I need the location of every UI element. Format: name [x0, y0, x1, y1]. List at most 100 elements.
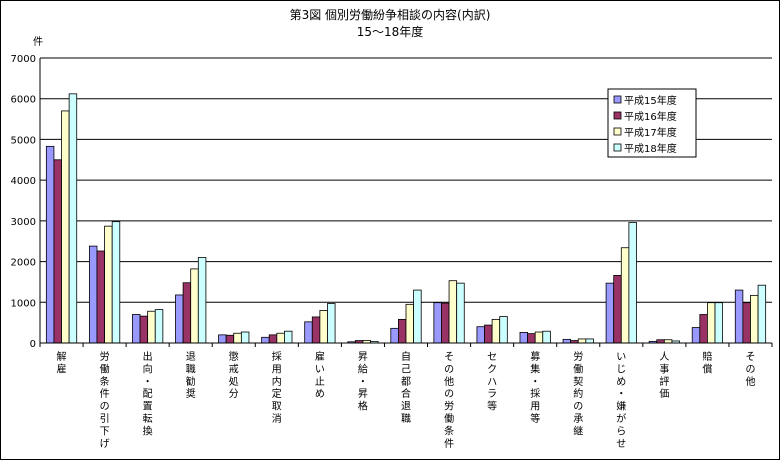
bar	[68, 93, 78, 344]
bar	[104, 225, 113, 344]
x-tick-label: 解雇	[57, 350, 67, 375]
legend-label: 平成17年度	[624, 126, 677, 139]
bar	[240, 331, 250, 344]
bar	[691, 327, 701, 344]
axes-group	[39, 58, 773, 347]
x-tick-label: いじめ・嫌がらせ	[616, 352, 626, 450]
bar	[261, 336, 270, 344]
bar	[304, 321, 313, 344]
y-tick-labels: 0 1000 2000 3000 4000 5000 6000 7000	[11, 54, 36, 350]
bar	[605, 282, 615, 344]
bar	[45, 145, 55, 344]
x-tick-label: 雇い止め	[315, 350, 325, 400]
bar	[175, 294, 184, 344]
legend-label: 平成16年度	[624, 110, 677, 123]
bar	[491, 318, 501, 344]
bar	[534, 331, 544, 344]
bar	[577, 338, 587, 344]
bar	[542, 330, 551, 344]
bar	[390, 327, 399, 344]
bar	[397, 318, 407, 344]
x-tick-label: 賠償	[702, 350, 712, 375]
chart-subtitle: 15～18年度	[357, 24, 424, 39]
y-tick-label: 5000	[11, 135, 36, 146]
bar	[88, 245, 98, 344]
bar	[111, 221, 121, 344]
bar	[233, 332, 242, 344]
bar	[484, 324, 493, 344]
bar	[448, 280, 458, 344]
bar	[197, 257, 207, 344]
legend-box	[607, 88, 697, 158]
bar	[734, 289, 744, 344]
bar	[311, 316, 321, 344]
y-tick-label: 3000	[11, 217, 36, 228]
bar	[757, 284, 767, 344]
y-tick-label: 2000	[11, 258, 36, 269]
bar	[742, 302, 751, 344]
bar	[433, 302, 442, 344]
bar	[268, 334, 278, 344]
bar	[527, 333, 536, 344]
bar	[585, 338, 594, 344]
bar	[218, 334, 227, 344]
x-tick-label: その他の労働条件	[444, 351, 454, 450]
legend-swatch	[613, 95, 622, 104]
y-tick-label: 6000	[11, 95, 36, 106]
legend-label: 平成15年度	[624, 94, 677, 107]
bar	[613, 275, 622, 344]
x-tick-label: 懲戒処分	[229, 350, 239, 400]
bar	[707, 302, 716, 344]
bar	[147, 310, 156, 344]
bar	[96, 250, 105, 344]
x-tick-label: 退職勧奨	[186, 351, 196, 400]
bar	[413, 289, 422, 344]
x-tick-label: 人事評価	[659, 351, 669, 400]
bar	[456, 282, 465, 344]
bar	[327, 303, 336, 344]
bar	[628, 222, 637, 344]
bar	[132, 314, 141, 344]
bar	[182, 282, 192, 344]
x-tick-label: 募集・採用等	[530, 350, 540, 425]
y-axis-label: 件	[33, 36, 43, 48]
x-tick-label: 労働契約の承継	[573, 350, 583, 437]
bar	[476, 326, 485, 344]
chart-title: 第3図 個別労働紛争相談の内容(内訳)	[290, 7, 491, 22]
bar	[190, 268, 199, 344]
bar	[699, 314, 708, 344]
x-tick-label: その他	[746, 351, 756, 388]
legend-swatch	[613, 111, 622, 120]
legend-swatch	[613, 127, 622, 136]
x-category-labels: 解雇 労働条件の引下げ 出向・配置転換 退職勧奨 懲戒処分 採用内定取消 雇い止め 昇給・昇格…	[57, 350, 756, 450]
bar	[319, 310, 328, 344]
x-tick-label: 労働条件の引下げ	[100, 350, 110, 450]
x-tick-label: 採用内定取消	[272, 350, 282, 425]
bar	[154, 309, 164, 344]
y-tick-label: 4000	[11, 176, 36, 187]
bar	[499, 316, 508, 344]
bar	[441, 302, 450, 344]
bar	[714, 302, 724, 344]
x-tick-label: 出向・配置転換	[143, 350, 153, 437]
legend-swatch	[613, 143, 622, 152]
bar	[61, 110, 70, 344]
y-tick-label: 7000	[11, 54, 36, 65]
bar	[276, 332, 285, 344]
bar	[620, 247, 630, 344]
legend-label: 平成18年度	[624, 142, 677, 155]
y-tick-label: 1000	[11, 298, 36, 309]
x-tick-label: 昇給・昇格	[358, 351, 368, 413]
bar	[53, 159, 62, 344]
y-tick-label: 0	[30, 339, 36, 350]
bar	[139, 315, 149, 344]
x-tick-label: 自己都合退職	[401, 350, 411, 425]
bar	[750, 294, 759, 344]
bar	[284, 330, 293, 344]
bar	[562, 338, 572, 344]
bar	[405, 303, 414, 344]
x-tick-label: セクハラ等	[487, 351, 497, 413]
